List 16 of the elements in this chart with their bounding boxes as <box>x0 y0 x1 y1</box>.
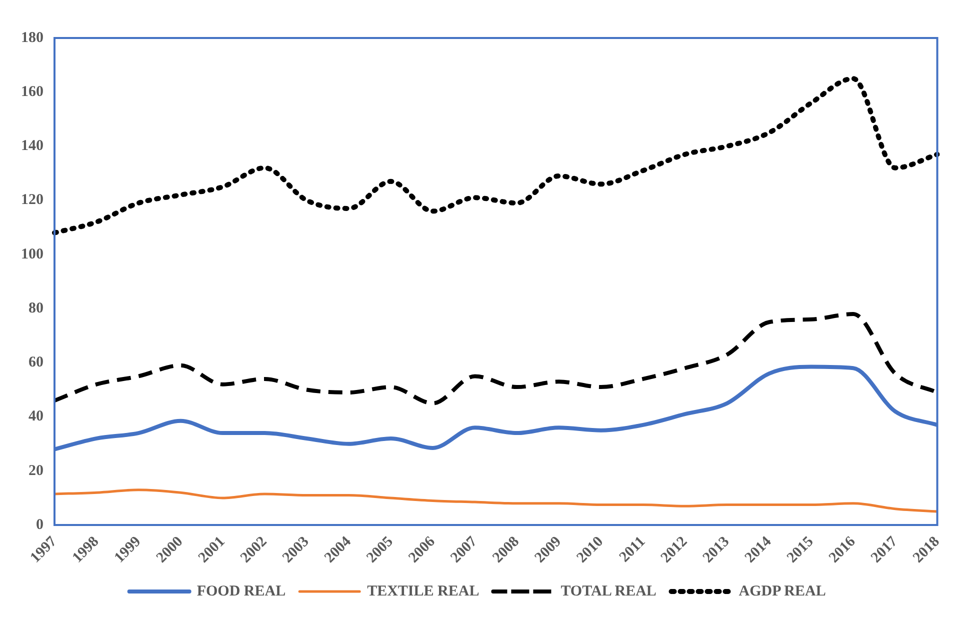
y-tick-label: 120 <box>21 192 44 208</box>
y-tick-label: 100 <box>21 246 44 262</box>
legend-label: TOTAL REAL <box>560 583 656 600</box>
legend-label: TEXTILE REAL <box>367 583 480 600</box>
legend-label: AGDP REAL <box>738 583 826 600</box>
line-series <box>53 488 939 513</box>
legend-label: FOOD REAL <box>196 583 286 600</box>
x-tick-label: 2011 <box>616 534 649 566</box>
y-tick-label: 160 <box>21 84 44 100</box>
y-tick-label: 80 <box>28 300 44 316</box>
y-tick-label: 40 <box>28 408 44 425</box>
y-tick-label: 180 <box>21 30 44 46</box>
y-tick-label: 0 <box>36 516 44 533</box>
y-tick-label: 20 <box>28 462 44 479</box>
y-tick-label: 60 <box>28 354 44 371</box>
y-tick-label: 140 <box>21 138 44 154</box>
